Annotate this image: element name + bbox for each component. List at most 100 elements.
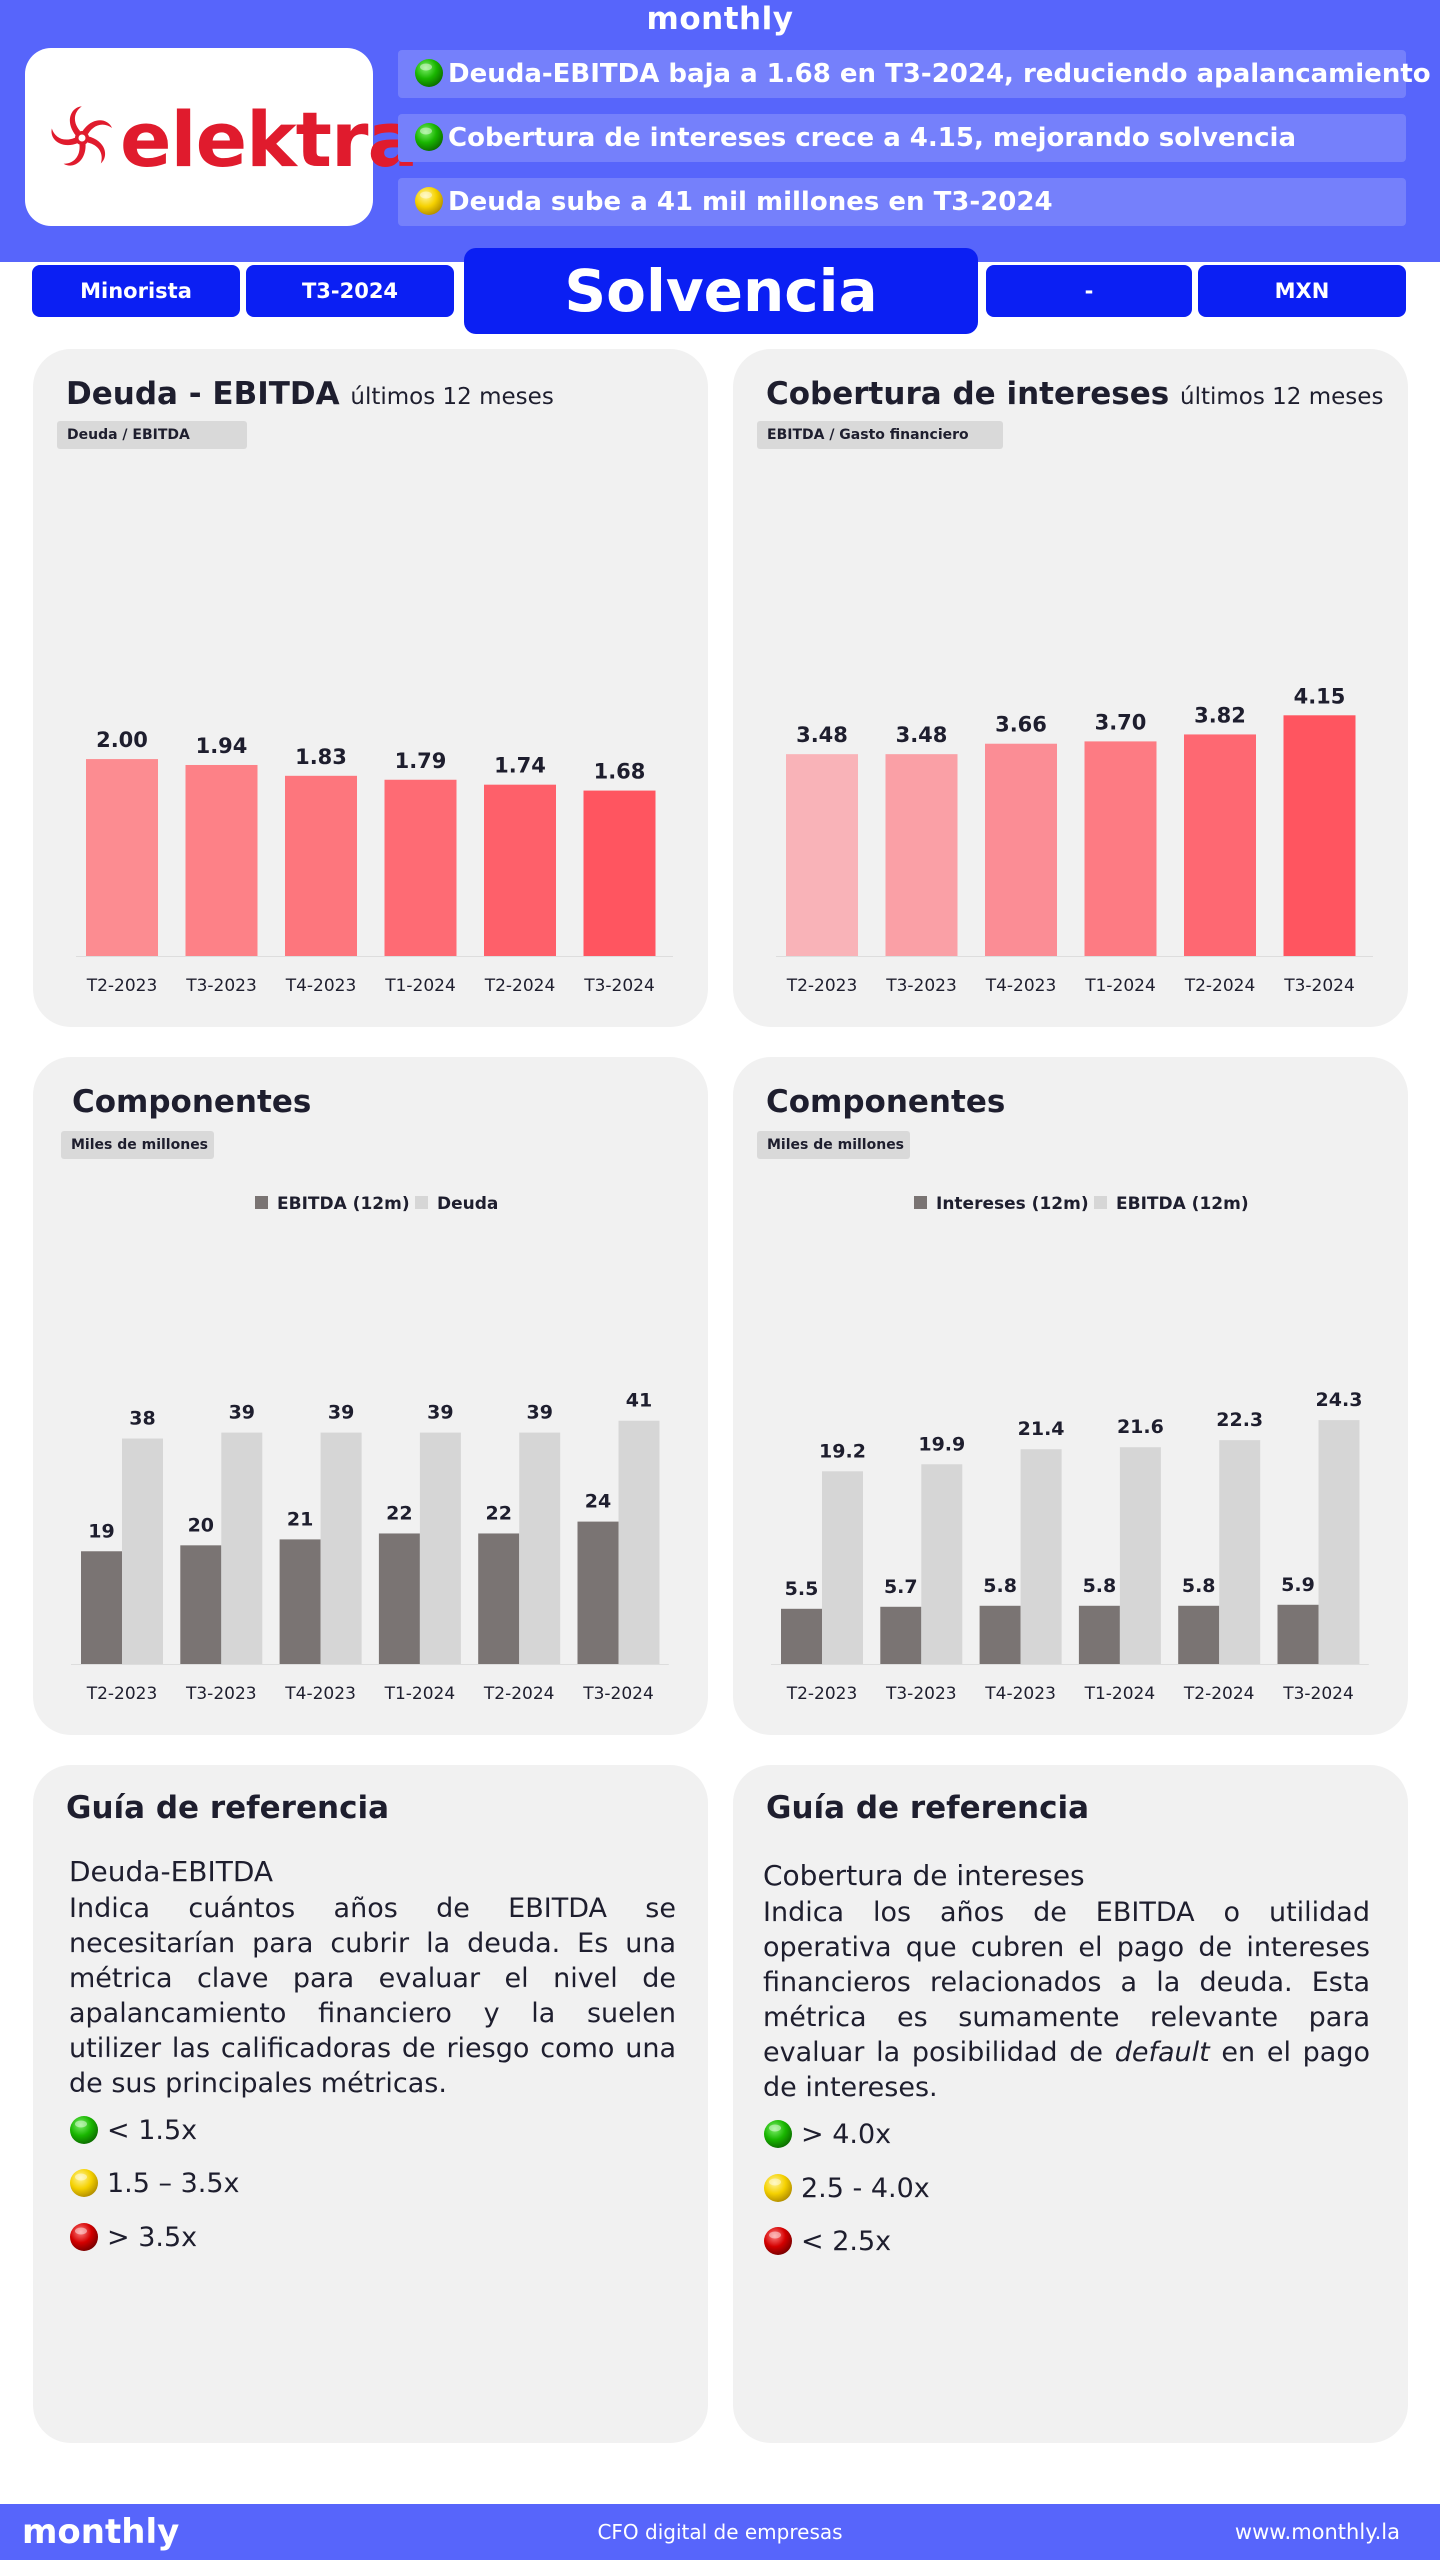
x-tick-label: T3-2023 (885, 1684, 957, 1704)
x-tick-label: T3-2023 (185, 1684, 257, 1704)
status-dot-red (764, 2227, 792, 2255)
data-label: 19.9 (918, 1433, 965, 1455)
x-tick-label: T3-2024 (1283, 976, 1355, 996)
x-tick-label: T3-2024 (582, 1684, 654, 1704)
bar-Deuda-T4-2023 (320, 1432, 362, 1664)
data-label: 21 (287, 1508, 313, 1530)
data-label: 5.8 (1182, 1575, 1216, 1597)
guide-title: Guía de referencia (766, 1790, 1089, 1826)
status-dot-green (764, 2120, 792, 2148)
data-label: 1.83 (295, 745, 347, 769)
status-dot-icon (764, 2120, 792, 2148)
currency-pill: MXN (1198, 265, 1406, 317)
x-tick-label: T2-2024 (1183, 1684, 1255, 1704)
footer-brand: monthly (22, 2512, 180, 2552)
chart-title: Componentes (766, 1084, 1006, 1120)
x-tick-label: T2-2023 (86, 1684, 158, 1704)
bar-Deuda-T2-2024 (519, 1432, 561, 1664)
guide-metric: Cobertura de intereses (763, 1859, 1085, 1892)
data-label: 39 (526, 1402, 552, 1424)
bar-T2-2024 (1184, 734, 1256, 956)
guide-description: Indica los años de EBITDA o utilidad ope… (763, 1895, 1370, 2105)
x-tick-label: T2-2023 (86, 976, 158, 996)
data-label: 19 (88, 1520, 114, 1542)
range-text: < 2.5x (801, 2226, 892, 2257)
range-text: 2.5 - 4.0x (801, 2173, 930, 2204)
company-logo-text: elektra (120, 95, 419, 184)
bar-T1-2024 (1084, 741, 1157, 956)
x-tick-label: T2-2024 (483, 1684, 555, 1704)
headline-text: Deuda sube a 41 mil millones en T3-2024 (448, 187, 1053, 217)
bar-T2-2024 (484, 784, 556, 956)
data-label: 38 (129, 1408, 155, 1430)
status-dot-green (70, 2116, 98, 2144)
bar-EBITDA (12m)-T3-2024 (577, 1521, 619, 1664)
bar-EBITDA (12m)-T2-2024 (478, 1533, 520, 1664)
x-tick-label: T3-2024 (1282, 1684, 1354, 1704)
interest-coverage-chart: 3.48 T2-2023 3.48 T3-2023 3.66 T4-2023 3.70 T1-… (776, 684, 1373, 996)
data-label: 1.68 (594, 760, 646, 784)
data-label: 21.4 (1018, 1418, 1065, 1440)
guide-description-text: Indica los años de EBITDA o utilidad ope… (763, 1897, 1370, 2068)
guide-description: Indica cuántos años de EBITDA se necesit… (69, 1893, 676, 2099)
data-label: 5.7 (884, 1576, 918, 1598)
bar-T3-2024 (583, 790, 656, 956)
status-dot-yellow (415, 187, 443, 215)
debt-ebitda-chart: 2.00 T2-2023 1.94 T3-2023 1.83 T4-2023 1.79 T1-… (76, 728, 673, 996)
interest-coverage-title: Cobertura de intereses últimos 12 meses (766, 376, 1383, 412)
status-dot-yellow (70, 2169, 98, 2197)
data-label: 24 (585, 1491, 611, 1513)
headline-text: Cobertura de intereses crece a 4.15, mej… (448, 123, 1296, 153)
unit-chip: Miles de millones (757, 1131, 910, 1159)
x-tick-label: T2-2023 (786, 1684, 858, 1704)
page-title: Solvencia (464, 248, 978, 334)
chart-title: Cobertura de intereses (766, 376, 1170, 412)
bar-EBITDA (12m)-T4-2023 (279, 1539, 321, 1664)
data-label: 39 (427, 1402, 453, 1424)
status-dot-highlight (75, 2120, 87, 2128)
data-label: 3.82 (1194, 703, 1246, 727)
data-label: 19.2 (819, 1440, 866, 1462)
bar-Deuda-T3-2024 (618, 1420, 660, 1664)
brand-title: monthly (646, 1, 794, 37)
footer-link[interactable]: www.monthly.la (1234, 2520, 1400, 2544)
x-tick-label: T1-2024 (384, 1684, 456, 1704)
bar-EBITDA (12m)-T2-2023 (822, 1471, 863, 1664)
x-tick-label: T4-2023 (984, 1684, 1056, 1704)
data-label: 3.70 (1095, 710, 1147, 734)
chart-subtitle: últimos 12 meses (1180, 384, 1384, 410)
unit-chip: EBITDA / Gasto financiero (757, 421, 1003, 449)
legend-swatch (914, 1196, 927, 1209)
data-label: 5.5 (785, 1578, 819, 1600)
legend-label: EBITDA (12m) (1116, 1194, 1249, 1214)
range-text: > 3.5x (107, 2222, 198, 2253)
bar-EBITDA (12m)-T2-2023 (81, 1551, 122, 1664)
x-tick-label: T1-2024 (384, 976, 456, 996)
bar-T3-2024 (1283, 715, 1356, 956)
chart-subtitle: últimos 12 meses (350, 384, 554, 410)
bar-Deuda-T1-2024 (419, 1432, 461, 1664)
bar-Intereses (12m)-T3-2023 (880, 1606, 922, 1664)
status-dot-red (70, 2223, 98, 2251)
sector-pill: Minorista (32, 265, 240, 317)
data-label: 39 (328, 1402, 354, 1424)
bar-EBITDA (12m)-T4-2023 (1020, 1449, 1062, 1664)
x-tick-label: T4-2023 (284, 1684, 356, 1704)
bar-EBITDA (12m)-T1-2024 (378, 1533, 420, 1664)
bar-EBITDA (12m)-T3-2023 (180, 1545, 222, 1664)
bar-T4-2023 (985, 743, 1057, 956)
bar-EBITDA (12m)-T3-2023 (921, 1464, 963, 1664)
legend-swatch (415, 1196, 428, 1209)
data-label: 22.3 (1216, 1409, 1263, 1431)
period-pill: T3-2024 (246, 265, 454, 317)
data-label: 5.8 (983, 1575, 1017, 1597)
bar-Intereses (12m)-T2-2024 (1178, 1605, 1220, 1664)
headline-text: Deuda-EBITDA baja a 1.68 en T3-2024, red… (448, 59, 1431, 89)
status-dot-icon (70, 2223, 98, 2251)
footer: monthly CFO digital de empresas www.mont… (0, 2504, 1440, 2560)
bar-EBITDA (12m)-T1-2024 (1119, 1447, 1161, 1664)
bar-EBITDA (12m)-T3-2024 (1318, 1420, 1360, 1664)
data-label: 2.00 (96, 728, 148, 752)
guide-description-italic: default (1114, 2037, 1210, 2068)
data-label: 1.74 (494, 754, 546, 778)
